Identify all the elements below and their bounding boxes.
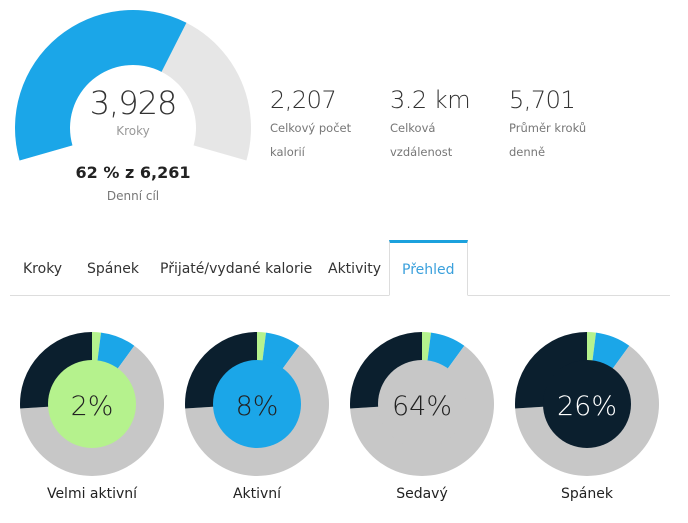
donut-center — [543, 360, 631, 448]
stat-value: 5,701 — [509, 86, 576, 114]
tab-sleep[interactable]: Spánek — [87, 261, 139, 277]
tab-bar: Kroky Spánek Přijaté/vydané kalorie Akti… — [10, 240, 670, 296]
donut-center — [378, 360, 466, 448]
donut-label: Velmi aktivní — [46, 486, 138, 502]
stat-label: Celková — [390, 121, 436, 135]
donut-center — [213, 360, 301, 448]
donut-aktivní: 8% Aktivní — [182, 326, 332, 502]
stat-label: vzdálenost — [390, 145, 453, 159]
stat-distance: 3.2 km Celková vzdálenost — [390, 86, 500, 164]
donut-percent: 2% — [71, 391, 114, 422]
donut-percent: 64% — [392, 391, 452, 422]
stat-calories: 2,207 Celkový počet kalorií — [270, 86, 380, 164]
tab-steps[interactable]: Kroky — [23, 261, 63, 277]
tab-activities[interactable]: Aktivity — [328, 261, 382, 277]
stat-label: Celkový počet — [270, 121, 352, 135]
stat-label: denně — [509, 145, 546, 159]
donut-label: Spánek — [561, 486, 613, 502]
steps-gauge — [14, 10, 251, 161]
stat-label: Průměr kroků — [509, 121, 587, 135]
donut-spánek: 26% Spánek — [512, 326, 662, 502]
goal-progress: 62 % z 6,261 — [75, 163, 191, 182]
goal-label: Denní cíl — [106, 189, 160, 203]
stat-value: 3.2 km — [390, 86, 471, 114]
donut-percent: 26% — [557, 391, 617, 422]
donut-center — [48, 360, 136, 448]
steps-value: 3,928 — [89, 84, 178, 122]
stat-label: kalorií — [270, 145, 305, 159]
stat-avg-steps: 5,701 Průměr kroků denně — [509, 86, 619, 164]
stat-value: 2,207 — [270, 86, 337, 114]
steps-label: Kroky — [116, 124, 150, 138]
donut-velmi-aktivní: 2% Velmi aktivní — [17, 326, 167, 502]
donut-sedavý: 64% Sedavý — [347, 326, 497, 502]
donut-label: Sedavý — [396, 486, 448, 502]
donut-percent: 8% — [236, 391, 279, 422]
tab-calories[interactable]: Přijaté/vydané kalorie — [160, 261, 313, 277]
donut-label: Aktivní — [232, 486, 282, 502]
tab-overview[interactable]: Přehled — [389, 240, 468, 296]
gauge-fill — [14, 10, 187, 161]
